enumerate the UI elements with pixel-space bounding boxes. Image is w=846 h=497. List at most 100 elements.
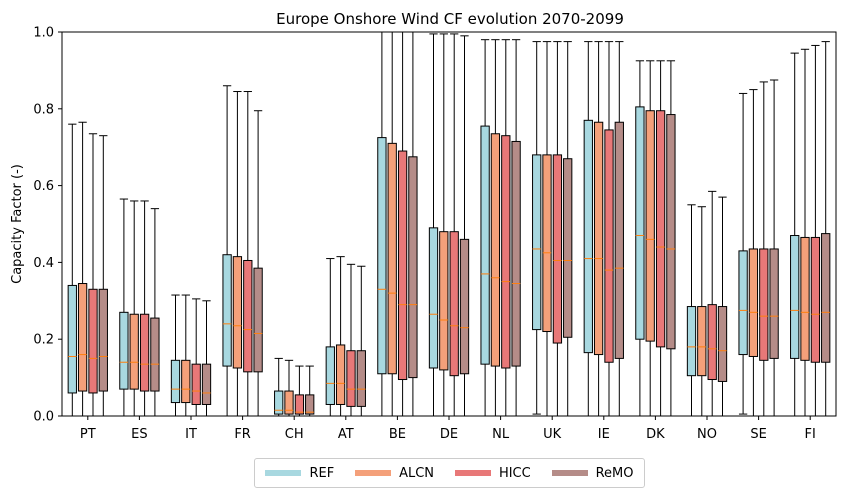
box-iqr xyxy=(614,121,624,359)
y-axis-label: Capacity Factor (-) xyxy=(10,164,25,284)
box-ES-REF xyxy=(119,198,129,417)
box-NO-REF xyxy=(686,204,697,417)
legend-swatch xyxy=(454,470,491,476)
box-iqr xyxy=(335,344,346,405)
box-iqr xyxy=(139,313,150,392)
box-SE-ReMO xyxy=(769,79,779,417)
box-iqr xyxy=(790,235,800,359)
box-iqr xyxy=(666,114,676,350)
legend-item-ref: REF xyxy=(265,466,334,481)
box-IT-ALCN xyxy=(181,294,191,417)
box-iqr xyxy=(305,394,315,415)
box-CH-ALCN xyxy=(284,359,294,417)
box-NL-HICC xyxy=(501,39,511,417)
box-PT-ReMO xyxy=(98,135,108,417)
box-ES-ALCN xyxy=(129,200,139,417)
box-iqr xyxy=(501,135,511,369)
box-iqr xyxy=(428,227,439,369)
box-AT-REF xyxy=(325,258,335,417)
box-BE-ALCN xyxy=(387,31,397,417)
box-PT-ALCN xyxy=(77,121,88,417)
box-iqr xyxy=(490,133,501,367)
box-iqr xyxy=(77,283,88,392)
box-iqr xyxy=(604,129,614,363)
box-UK-ReMO xyxy=(563,41,573,417)
box-SE-ALCN xyxy=(748,89,759,417)
box-iqr xyxy=(356,350,366,407)
box-iqr xyxy=(738,250,748,356)
box-iqr xyxy=(532,154,542,331)
box-DK-REF xyxy=(635,60,645,417)
x-tick-label: DE xyxy=(440,427,458,442)
box-iqr xyxy=(563,158,573,338)
box-FI-ALCN xyxy=(800,48,810,417)
box-iqr xyxy=(552,154,563,344)
box-iqr xyxy=(88,288,98,394)
box-iqr xyxy=(439,231,449,371)
box-IT-ReMO xyxy=(201,300,212,417)
box-iqr xyxy=(274,390,284,415)
x-tick-label: PT xyxy=(80,427,96,442)
x-tick-label: NO xyxy=(697,427,717,442)
y-tick-label: 0.8 xyxy=(33,102,54,117)
legend-label: HICC xyxy=(498,465,531,481)
box-iqr xyxy=(686,306,697,377)
legend-label: REF xyxy=(309,465,335,481)
legend-swatch xyxy=(355,470,392,476)
box-IE-ALCN xyxy=(593,41,604,417)
box-DK-HICC xyxy=(655,60,666,417)
box-iqr xyxy=(655,110,666,348)
box-CH-REF xyxy=(274,357,284,417)
box-DE-ReMO xyxy=(459,35,470,417)
box-DK-ReMO xyxy=(666,60,676,417)
legend-label: ReMO xyxy=(595,465,634,481)
box-NO-ReMO xyxy=(717,196,728,417)
x-tick-label: IE xyxy=(598,427,610,442)
box-iqr xyxy=(67,284,77,394)
box-FI-ReMO xyxy=(821,41,831,417)
box-iqr xyxy=(387,142,397,375)
plot-frame xyxy=(61,31,837,417)
box-iqr xyxy=(181,359,191,404)
box-iqr xyxy=(593,121,604,356)
x-tick-label: AT xyxy=(338,427,354,442)
box-SE-REF xyxy=(738,92,748,415)
legend-item-remo: ReMO xyxy=(551,465,634,481)
box-IE-ReMO xyxy=(614,41,624,417)
box-iqr xyxy=(759,248,769,361)
box-DE-ALCN xyxy=(439,33,449,417)
box-iqr xyxy=(129,313,139,390)
box-iqr xyxy=(748,248,759,357)
box-FI-HICC xyxy=(810,44,821,417)
box-NO-HICC xyxy=(707,190,717,417)
box-SE-HICC xyxy=(759,81,769,417)
box-iqr xyxy=(284,390,294,415)
box-DK-ALCN xyxy=(645,60,655,417)
x-tick-label: FR xyxy=(234,427,251,442)
box-BE-HICC xyxy=(397,31,408,417)
box-iqr xyxy=(201,363,212,405)
box-iqr xyxy=(635,106,645,340)
box-iqr xyxy=(191,363,201,405)
box-iqr xyxy=(377,137,387,375)
box-iqr xyxy=(294,394,305,415)
box-iqr xyxy=(243,259,253,373)
box-UK-HICC xyxy=(552,41,563,417)
box-BE-ReMO xyxy=(408,31,418,417)
x-tick-label: ES xyxy=(131,427,147,442)
y-tick-label: 0.6 xyxy=(33,179,54,194)
plot-area xyxy=(67,31,831,417)
box-iqr xyxy=(98,288,108,392)
x-tick-label: IT xyxy=(185,427,197,442)
legend-label: ALCN xyxy=(399,465,435,481)
x-tick-label: UK xyxy=(543,427,562,442)
x-tick-label: SE xyxy=(750,427,766,442)
box-NL-ALCN xyxy=(490,39,501,417)
box-iqr xyxy=(707,304,717,381)
box-iqr xyxy=(170,359,181,404)
box-IE-REF xyxy=(583,41,593,417)
box-FR-HICC xyxy=(243,91,253,417)
box-BE-REF xyxy=(377,31,387,417)
box-PT-REF xyxy=(67,123,77,417)
